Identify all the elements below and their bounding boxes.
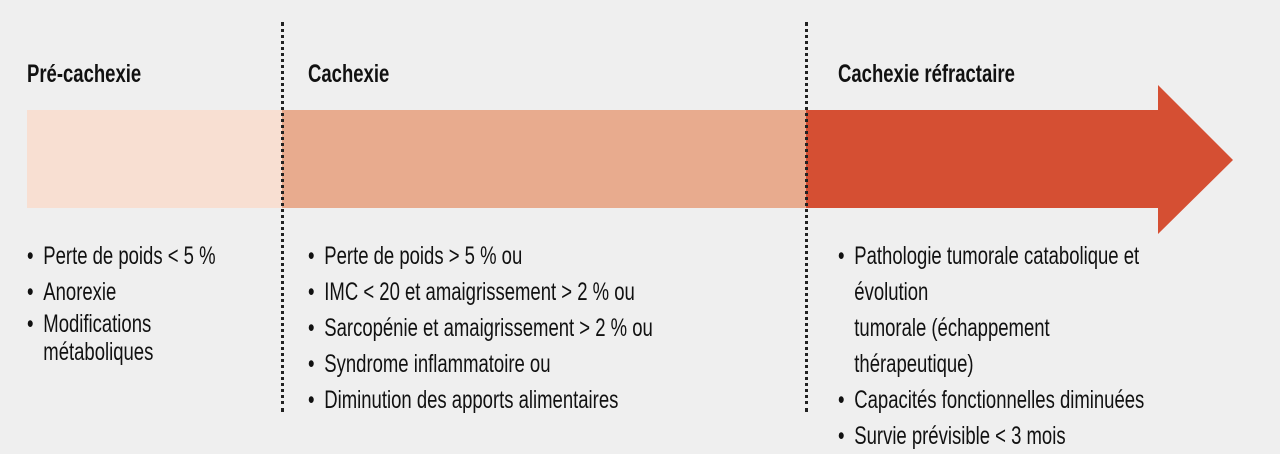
list-item: IMC < 20 et amaigrissement > 2 % ou	[308, 274, 653, 310]
stage-bar-pre-cachexie	[27, 110, 282, 208]
list-item: Sarcopénie et amaigrissement > 2 % ou	[308, 310, 653, 346]
list-item: Modifications métaboliques	[27, 310, 216, 366]
criteria-list-refractaire: Pathologie tumorale catabolique et évolu…	[838, 238, 1165, 454]
list-item: Perte de poids > 5 % ou	[308, 238, 653, 274]
stage-title-pre-cachexie: Pré-cachexie	[27, 60, 142, 88]
stage-arrow-refractaire	[806, 85, 1233, 234]
stage-bar-cachexie	[282, 110, 806, 208]
list-item: Syndrome inflammatoire ou	[308, 346, 653, 382]
stage-title-cachexie: Cachexie	[308, 60, 390, 88]
criteria-list-pre-cachexie: Perte de poids < 5 % Anorexie Modificati…	[27, 238, 216, 366]
criteria-list-cachexie: Perte de poids > 5 % ou IMC < 20 et amai…	[308, 238, 653, 418]
divider-2	[805, 22, 808, 412]
list-item: Pathologie tumorale catabolique et évolu…	[838, 238, 1165, 382]
stage-title-refractaire: Cachexie réfractaire	[838, 60, 1015, 88]
list-item: Survie prévisible < 3 mois	[838, 418, 1165, 454]
list-item: Capacités fonctionnelles diminuées	[838, 382, 1165, 418]
list-item: Anorexie	[27, 274, 216, 310]
list-item: Diminution des apports alimentaires	[308, 382, 653, 418]
divider-1	[281, 22, 284, 412]
list-item: Perte de poids < 5 %	[27, 238, 216, 274]
